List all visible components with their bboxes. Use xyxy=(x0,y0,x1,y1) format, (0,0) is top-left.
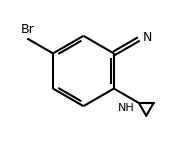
Text: N: N xyxy=(143,31,152,44)
Text: Br: Br xyxy=(21,23,35,36)
Text: NH: NH xyxy=(118,104,135,114)
